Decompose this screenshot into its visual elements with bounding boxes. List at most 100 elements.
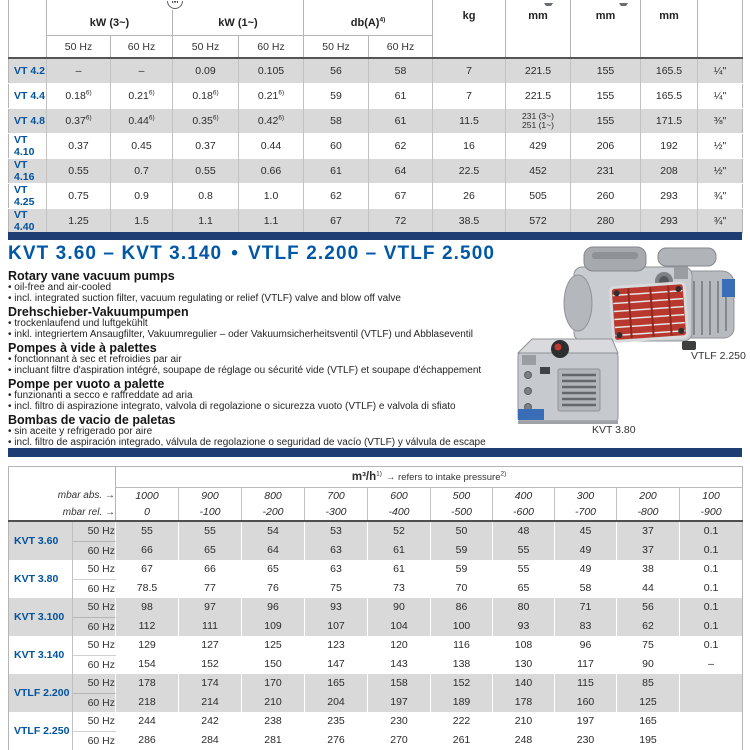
flow-value: 116 xyxy=(430,636,493,655)
rel-pressure-value: -800 xyxy=(616,504,680,522)
flow-value: 210 xyxy=(492,712,555,731)
flow-value: 218 xyxy=(115,693,179,712)
description-bullet: oil-free and air-cooled xyxy=(8,282,548,294)
flow-value: 222 xyxy=(430,712,493,731)
flow-value: 108 xyxy=(492,636,555,655)
model-label: VT 4.2 xyxy=(8,58,47,84)
spec-row: VT 4.40 1.25 1.5 1.1 1.1 67 72 38.5 572 280 293 ¾" xyxy=(8,208,743,234)
spec-value: ¾" xyxy=(713,215,727,227)
flow-value: 37 xyxy=(616,541,680,560)
spec-value: 62 xyxy=(368,133,433,159)
flow-value: 130 xyxy=(492,655,555,674)
flow-value: 63 xyxy=(304,560,368,579)
flow-row: KVT 3.80 50 Hz 67 66 65 63 61 59 55 49 38 0.1 xyxy=(8,560,743,598)
flow-value: 115 xyxy=(554,674,617,693)
spec-value: 572 xyxy=(505,208,571,234)
flow-row: VTLF 2.200 50 Hz 178 174 170 165 158 152 140 115 8… xyxy=(8,674,743,712)
description-bullet: funzionanti a secco e raffreddate ad ari… xyxy=(8,390,548,402)
spec-value: 231 (3~) 251 (1~) xyxy=(505,108,571,134)
flow-value: 62 xyxy=(616,617,680,636)
kg-header: kg xyxy=(432,10,506,59)
hz-header: 60 Hz xyxy=(238,35,304,59)
abs-pressure-value: 600 xyxy=(367,487,431,504)
model-column-header xyxy=(8,10,47,59)
spec-value: 0.9 xyxy=(110,183,173,209)
flow-value: 37 xyxy=(616,521,680,541)
flow-value: 96 xyxy=(554,636,617,655)
flow-value: 214 xyxy=(178,693,242,712)
spec-value: ½" xyxy=(713,140,727,152)
spec-value: 7 xyxy=(432,58,506,84)
flow-value: 58 xyxy=(554,579,617,598)
flow-value: 0.1 xyxy=(703,563,719,576)
rel-pressure-value: -100 xyxy=(178,504,242,522)
flow-value: 270 xyxy=(367,731,431,750)
abs-pressure-value: 500 xyxy=(430,487,493,504)
flow-value: 230 xyxy=(554,731,617,750)
spec-value: 0.09 xyxy=(172,58,239,84)
spec-value: 58 xyxy=(368,58,433,84)
rel-pressure-value: -600 xyxy=(492,504,555,522)
flow-value: 242 xyxy=(178,712,242,731)
spec-value: 0.45 xyxy=(110,133,173,159)
spec-value: – xyxy=(46,58,111,84)
flow-value: 104 xyxy=(367,617,431,636)
spec-row: VT 4.16 0.55 0.7 0.55 0.66 61 64 22.5 452 231 208 ½… xyxy=(8,158,743,184)
model-label: KVT 3.100 xyxy=(8,598,73,636)
spec-value: 171.5 xyxy=(640,108,698,134)
model-label: KVT 3.140 xyxy=(8,636,73,674)
spec-value: – xyxy=(110,58,173,84)
spec-value: 7 xyxy=(432,83,506,109)
flow-value: 77 xyxy=(178,579,242,598)
flow-value: 73 xyxy=(367,579,431,598)
flow-value: 248 xyxy=(492,731,555,750)
spec-value: 293 xyxy=(640,208,698,234)
hz-header: 60 Hz xyxy=(368,35,433,59)
unit-header: m³/h1) → refers to intake pressure2) xyxy=(114,466,743,488)
hz-label: 50 Hz xyxy=(72,674,116,694)
hz-label: 60 Hz xyxy=(72,617,116,636)
flow-value: 52 xyxy=(367,521,431,541)
product-description: Bombas de vacio de paletassin aceite y r… xyxy=(8,413,548,448)
flow-value: 65 xyxy=(492,579,555,598)
spec-value: 1.1 xyxy=(238,208,304,234)
abs-pressure-value: 200 xyxy=(616,487,680,504)
spec-value: ¼" xyxy=(713,90,727,102)
flow-value: 170 xyxy=(241,674,305,693)
flow-value: 80 xyxy=(492,598,555,617)
abs-pressure-value: 400 xyxy=(492,487,555,504)
model-label: VT 4.25 xyxy=(8,183,47,209)
hz-label: 50 Hz xyxy=(72,560,116,580)
flow-value: 0.1 xyxy=(703,582,719,595)
flow-value: 65 xyxy=(241,560,305,579)
flow-value: 117 xyxy=(554,655,617,674)
flow-value: 49 xyxy=(554,541,617,560)
flow-value: 152 xyxy=(178,655,242,674)
flow-value: 127 xyxy=(178,636,242,655)
flow-value: 174 xyxy=(178,674,242,693)
spec-value: 505 xyxy=(505,183,571,209)
spec-value: ¼" xyxy=(713,65,727,77)
flow-value: 53 xyxy=(304,521,368,541)
spec-row: VT 4.25 0.75 0.9 0.8 1.0 62 67 26 505 260 293 ¾" xyxy=(8,183,743,209)
flow-value: 75 xyxy=(304,579,368,598)
spec-value: 0.44 xyxy=(238,133,304,159)
spec-value: 0.216) xyxy=(110,83,173,109)
model-label: VT 4.8 xyxy=(8,108,47,134)
flow-value: 93 xyxy=(304,598,368,617)
column-group-row: kW (3~) kW (1~) db(A)4) kg mm mm mm xyxy=(8,10,743,59)
mm-header: mm xyxy=(640,10,698,59)
spec-row: VT 4.8 0.376) 0.446) 0.356) 0.426) 58 61 11.5 23… xyxy=(8,108,743,134)
hz-header: 50 Hz xyxy=(303,35,369,59)
flow-value: 75 xyxy=(616,636,680,655)
flow-value: 178 xyxy=(115,674,179,693)
hz-label: 50 Hz xyxy=(72,712,116,732)
kvt-pump-image xyxy=(516,338,619,424)
flow-value: 140 xyxy=(492,674,555,693)
spec-value: 16 xyxy=(432,133,506,159)
spec-value: 38.5 xyxy=(432,208,506,234)
flow-row: 60 Hz 78.5 77 76 75 73 70 65 58 44 0.1 xyxy=(9,579,743,598)
port-size-header xyxy=(697,10,743,59)
flow-value: 261 xyxy=(430,731,493,750)
